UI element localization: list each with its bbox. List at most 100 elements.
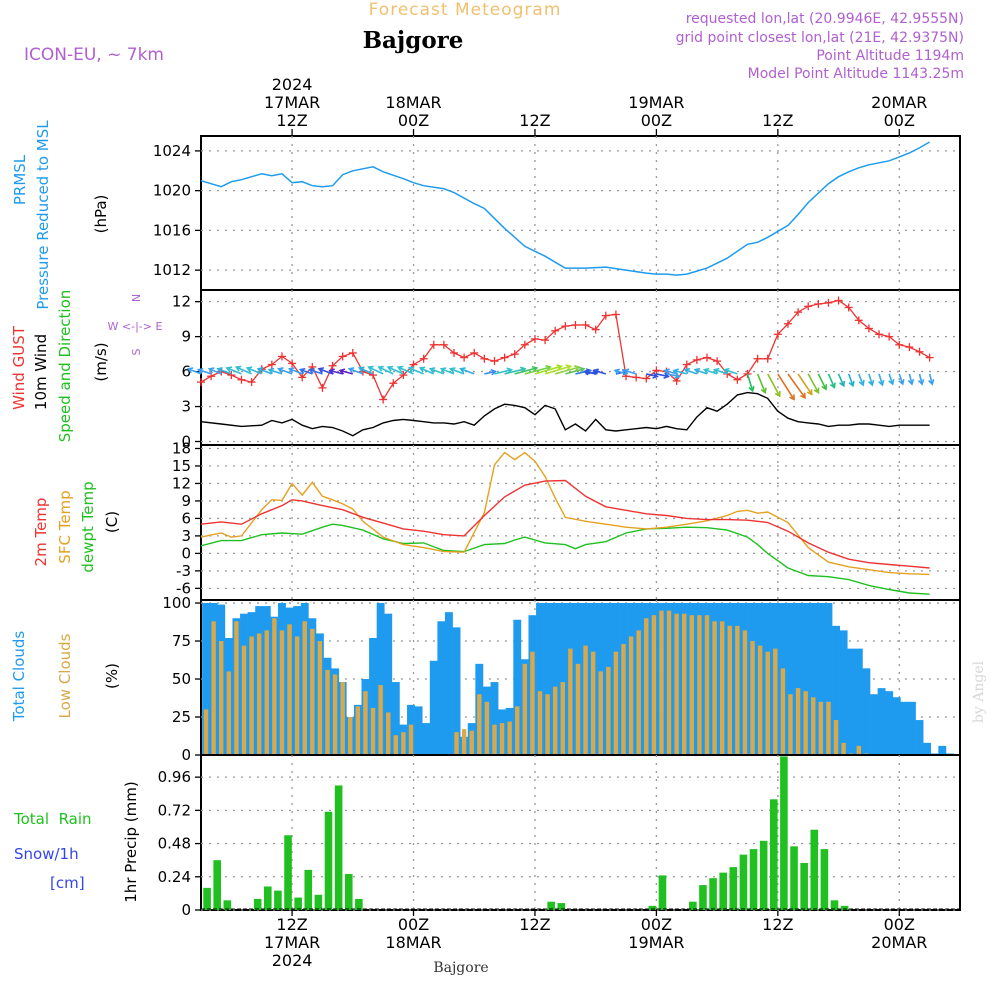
low-cloud-bar [780, 668, 786, 755]
wind-arrow-head [578, 366, 586, 373]
wind-arrow-shaft [359, 367, 374, 375]
temp-ytick-label: 3 [181, 527, 191, 545]
wind-arrow [308, 367, 323, 375]
total-cloud-bar [391, 682, 400, 755]
total-cloud-bar [384, 613, 393, 755]
low-cloud-bar [826, 701, 831, 755]
wind-arrow [787, 373, 806, 399]
total-cloud-bar [839, 630, 848, 755]
wind-arrow-shaft [817, 373, 827, 390]
low-cloud-bar [682, 613, 687, 755]
rain-bar [324, 811, 333, 910]
wind-arrow [554, 365, 581, 375]
wind-arrow-head [428, 367, 436, 374]
wind-arrow-shaft [429, 368, 445, 375]
rain-bar [203, 887, 211, 910]
top-time-label: 00Z [398, 111, 429, 130]
wind-arrow-shaft [746, 373, 754, 392]
low-cloud-bar [833, 720, 839, 755]
total-rain-label: Total Rain [13, 810, 92, 828]
low-cloud-bar [279, 630, 285, 755]
wind-arrow-shaft [664, 369, 677, 375]
low-cloud-bar [795, 688, 801, 755]
wind-arrow [484, 369, 497, 376]
low-cloud-bar [287, 624, 292, 755]
total-cloud-bar [923, 742, 932, 755]
wind-arrow [544, 364, 573, 375]
compass-south: S [130, 348, 143, 355]
wind-arrow [317, 367, 333, 375]
low-cloud-bar [773, 648, 778, 755]
low-cloud-bar [750, 641, 755, 755]
wind-arrow-shaft [387, 366, 404, 375]
total-cloud-bar [437, 621, 446, 755]
rain-bar [304, 869, 313, 910]
wind-arrow [683, 367, 698, 375]
total-cloud-bar [801, 603, 810, 755]
low-cloud-bar [841, 742, 846, 755]
low-cloud-bar [856, 745, 862, 755]
total-cloud-bar [422, 723, 431, 755]
wind-arrow [702, 367, 718, 375]
wind-arrow-shaft [666, 373, 680, 378]
temp-ytick-label: -3 [176, 562, 191, 580]
wind-arrow-shaft [397, 366, 414, 375]
wind-arrow-head [672, 368, 680, 375]
low-cloud-bar [568, 648, 573, 755]
wind-arrow [459, 367, 475, 375]
low-cloud-bar [484, 701, 490, 755]
wind-ytick-label: 0 [181, 433, 191, 451]
precip-ytick-label: 0.72 [158, 801, 191, 819]
temp-ytick-label: 15 [172, 457, 191, 475]
wind-arrow [807, 373, 820, 394]
wind-arrow-shaft [908, 373, 913, 385]
precip-ylabel: 1hr Precip (mm) [122, 781, 140, 902]
top-time-label: 12Z [276, 111, 307, 130]
wind-arrow-shaft [646, 373, 658, 378]
wind-arrow [672, 368, 687, 375]
temp-ytick-label: -6 [176, 579, 191, 597]
wind-ytick-label: 9 [181, 328, 191, 346]
wind-arrow-shaft [565, 368, 585, 375]
total-cloud-bar [900, 701, 909, 755]
wind-arrow-head [565, 364, 573, 371]
wind-arrow [287, 367, 303, 375]
pressure-ytick-label: 1024 [153, 142, 191, 160]
low-cloud-bar [302, 621, 307, 755]
model-altitude: Model Point Altitude 1143.25m [748, 66, 964, 82]
wind-arrow-head [277, 367, 284, 374]
pressure-label-1: PRMSL [11, 154, 29, 205]
low-cloud-bar [666, 610, 672, 755]
wind-arrow-head [367, 365, 374, 372]
wind-arrow-head [858, 379, 865, 387]
low-cloud-bar [621, 644, 626, 755]
closest-coords: grid point closest lon,lat (21E, 42.9375… [676, 30, 964, 46]
clouds-panel: 0 25 50 75 100 [162, 594, 961, 764]
wind-arrow-head [663, 368, 670, 375]
low-cloud-bar [203, 709, 209, 755]
low-cloud-bar [636, 630, 641, 755]
low-cloud-bar [727, 625, 732, 755]
wind-arrow-shaft [868, 373, 874, 386]
wind-arrow-head [459, 367, 466, 374]
total-cloud-bar [490, 682, 499, 755]
low-cloud-bar [803, 691, 808, 755]
low-cloud-bar [211, 621, 216, 755]
meteogram-subtitle: Forecast Meteogram [369, 0, 562, 20]
wind-arrow-head [234, 365, 242, 372]
wind-arrow-head [439, 367, 447, 374]
temp-ytick-label: 0 [181, 544, 191, 562]
wind-arrow-shaft [368, 366, 384, 375]
wind-arrow [396, 365, 414, 375]
wind-arrow-head [829, 382, 836, 389]
wind-arrow-head [888, 379, 895, 386]
wind-arrow [338, 368, 354, 375]
low-cloud-bar [545, 694, 550, 755]
total-cloud-bar [816, 603, 825, 755]
wind-arrow [888, 373, 895, 386]
compass-axis: W <-|-> E [108, 320, 163, 333]
low-cloud-bar [294, 636, 300, 755]
total-cloud-bar [824, 603, 833, 755]
total-cloud-bar [794, 603, 803, 755]
